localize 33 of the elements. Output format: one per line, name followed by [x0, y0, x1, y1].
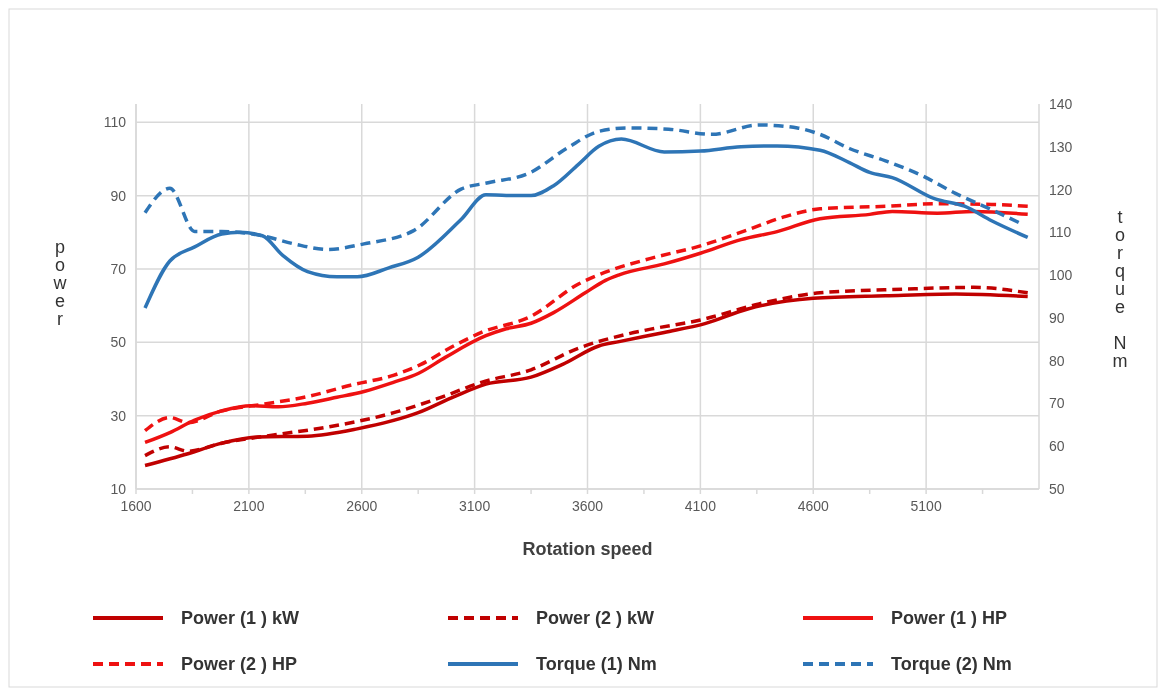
- legend-label: Power (2 ) HP: [181, 654, 298, 674]
- legend-label: Torque (1) Nm: [536, 654, 657, 674]
- legend-label: Power (2 ) kW: [536, 608, 655, 628]
- y-tick-label: 110: [103, 114, 127, 131]
- y-tick-label: 70: [110, 261, 127, 277]
- y-tick-label: 50: [110, 334, 127, 351]
- y2-tick-label: 80: [1049, 352, 1065, 369]
- y-tick-label: 30: [110, 407, 127, 424]
- y2-tick-label: 130: [1049, 138, 1073, 155]
- legend-label: Power (1 ) HP: [891, 608, 1008, 628]
- x-tick-label: 4100: [684, 498, 717, 514]
- x-tick-label: 2600: [346, 498, 378, 514]
- y-tick-label: 90: [110, 187, 127, 204]
- x-tick-label: 3600: [571, 498, 604, 514]
- y2-tick-label: 110: [1049, 224, 1072, 241]
- y2-axis-title: torque Nm: [1112, 207, 1128, 371]
- x-tick-label: 5100: [910, 498, 942, 514]
- x-tick-label: 1600: [120, 498, 152, 514]
- y2-tick-label: 120: [1049, 181, 1073, 198]
- x-axis-title: Rotation speed: [522, 539, 653, 559]
- y2-tick-label: 140: [1049, 96, 1073, 112]
- x-tick-label: 2100: [233, 498, 265, 514]
- legend-label: Power (1 ) kW: [181, 608, 300, 628]
- y2-tick-label: 60: [1049, 438, 1065, 455]
- y2-tick-label: 70: [1049, 395, 1065, 412]
- x-tick-label: 4600: [797, 498, 830, 514]
- y2-tick-label: 50: [1049, 481, 1065, 497]
- legend-label: Torque (2) Nm: [891, 654, 1012, 674]
- y2-tick-label: 100: [1049, 267, 1073, 284]
- x-tick-label: 3100: [459, 498, 491, 514]
- y-tick-label: 10: [110, 481, 127, 497]
- y-axis-title: power: [52, 237, 68, 329]
- y2-tick-label: 90: [1049, 309, 1065, 326]
